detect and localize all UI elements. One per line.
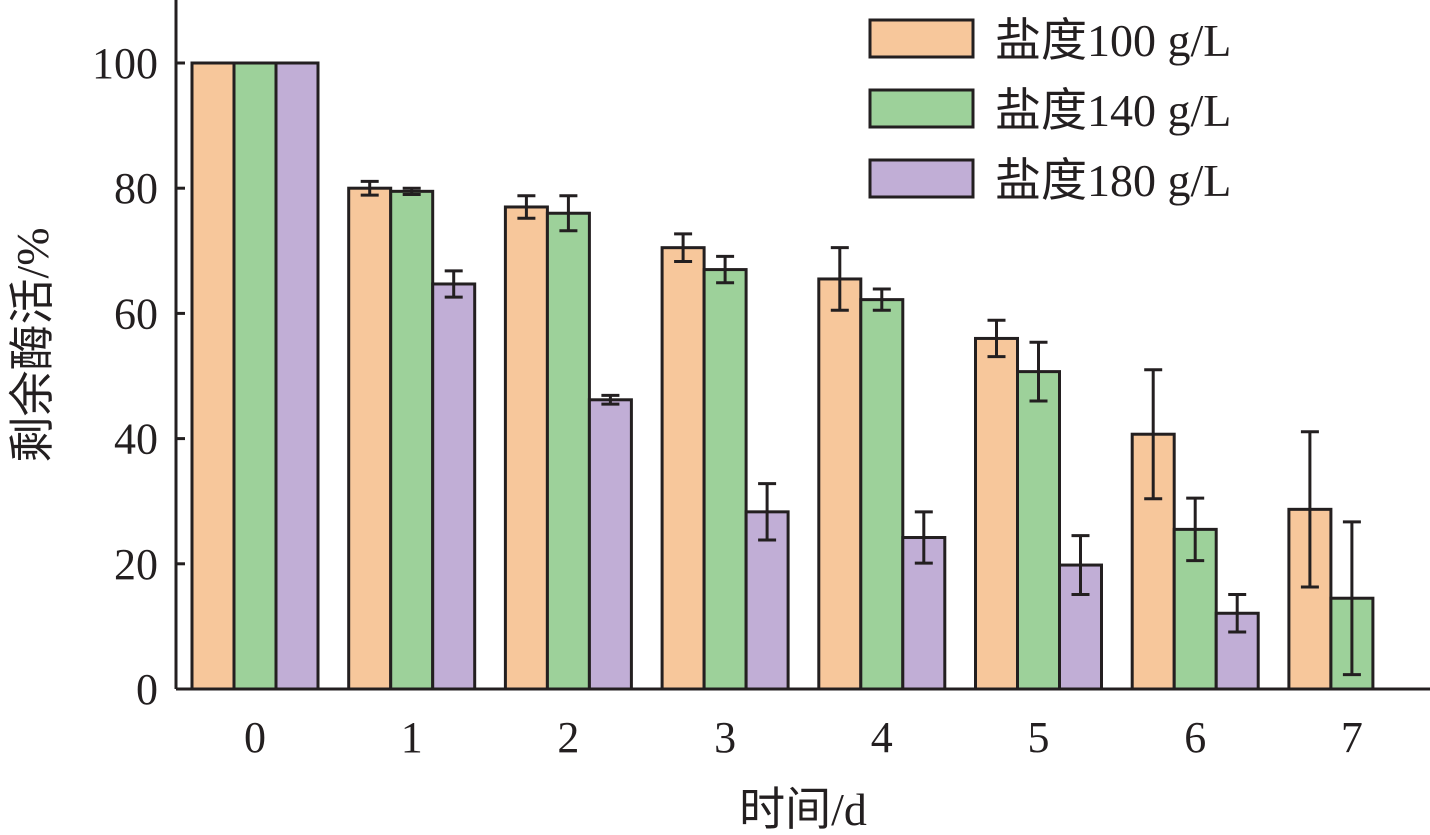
legend: 盐度100 g/L 盐度140 g/L 盐度180 g/L [868,15,1231,206]
error-bar [1186,496,1205,563]
y-axis-title: 剩余酶活/% [7,227,58,462]
legend-swatch [868,18,975,59]
error-bar [987,318,1006,359]
x-tick-label: 2 [557,713,579,762]
y-axis-ticks: 0 20 40 60 80 100 [92,39,185,714]
error-bar [601,393,620,406]
legend-label: 盐度100 g/L [995,15,1231,66]
bar [389,189,435,691]
bar [347,186,393,691]
x-tick-label: 5 [1028,713,1050,762]
error-bar [758,482,777,542]
bar [859,298,905,691]
y-tick-label: 100 [92,39,158,88]
bar [1016,370,1061,691]
error-bar [360,179,379,197]
error-bar [444,269,463,299]
bar [431,282,477,691]
legend-swatch [868,158,975,199]
bar [587,398,633,691]
x-tick-label: 3 [714,713,736,762]
y-tick-label: 60 [114,289,158,338]
axes [174,0,1430,691]
error-bar [517,194,536,220]
bar [190,61,236,691]
bar [817,277,863,691]
bar [1172,527,1218,691]
x-axis-title: 时间/d [739,784,867,835]
legend-label: 盐度180 g/L [995,155,1231,206]
legend-swatch [868,88,975,129]
error-bar [716,254,735,285]
bar [232,61,278,691]
error-bar [1144,368,1163,501]
bar [660,246,706,691]
legend-label: 盐度140 g/L [995,85,1231,136]
error-bar [674,232,693,263]
error-bar [1228,592,1247,634]
error-bar [1029,340,1048,403]
error-bar [559,194,578,233]
bar [274,61,320,691]
bars [190,61,1375,691]
x-tick-label: 6 [1184,713,1206,762]
y-tick-label: 40 [114,415,158,464]
error-bar [1342,520,1361,677]
error-bars [360,179,1361,677]
error-bar [1300,430,1319,589]
y-tick-label: 0 [136,665,158,714]
y-tick-label: 20 [114,540,158,589]
bar [702,268,748,691]
bar [503,205,549,691]
bar [545,211,591,691]
bar [974,336,1019,691]
y-tick-label: 80 [114,164,158,213]
x-axis-ticks: 0 1 2 3 4 5 6 7 [244,680,1363,762]
x-tick-label: 4 [871,713,893,762]
x-tick-label: 1 [401,713,423,762]
error-bar [872,287,891,312]
error-bar [1071,534,1090,596]
error-bar [914,510,933,565]
error-bar [402,186,421,196]
x-tick-label: 0 [244,713,266,762]
x-tick-label: 7 [1341,713,1363,762]
error-bar [830,246,849,312]
